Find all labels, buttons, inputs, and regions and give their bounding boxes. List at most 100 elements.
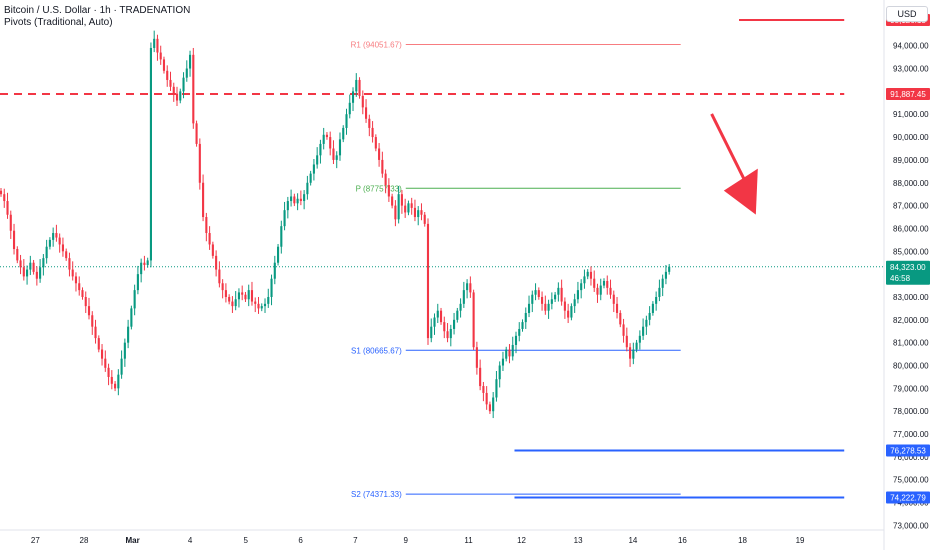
candle-body[interactable]	[567, 310, 570, 318]
candle-body[interactable]	[563, 301, 566, 311]
candle-body[interactable]	[492, 397, 495, 412]
candle-body[interactable]	[179, 91, 182, 101]
candle-body[interactable]	[521, 322, 524, 329]
candle-body[interactable]	[306, 182, 309, 195]
candle-body[interactable]	[554, 294, 557, 300]
candle-body[interactable]	[61, 244, 64, 252]
candle-body[interactable]	[404, 205, 407, 213]
candle-body[interactable]	[114, 383, 117, 389]
indicator-title[interactable]: Pivots (Traditional, Auto)	[4, 17, 113, 28]
candle-body[interactable]	[518, 328, 521, 336]
candle-body[interactable]	[374, 137, 377, 149]
candle-body[interactable]	[446, 331, 449, 339]
candle-body[interactable]	[231, 301, 234, 307]
candle-body[interactable]	[123, 342, 126, 359]
candle-body[interactable]	[136, 274, 139, 291]
candle-body[interactable]	[358, 79, 361, 96]
candle-body[interactable]	[312, 164, 315, 174]
candle-body[interactable]	[638, 335, 641, 343]
candle-body[interactable]	[498, 365, 501, 380]
candle-body[interactable]	[153, 38, 156, 48]
candle-body[interactable]	[615, 303, 619, 313]
candle-body[interactable]	[537, 290, 540, 297]
candle-body[interactable]	[511, 344, 514, 357]
candle-body[interactable]	[221, 283, 224, 291]
candle-body[interactable]	[501, 358, 505, 366]
candle-body[interactable]	[400, 194, 403, 206]
candle-body[interactable]	[642, 326, 645, 336]
candle-body[interactable]	[52, 233, 55, 240]
candle-body[interactable]	[172, 86, 175, 94]
candle-body[interactable]	[417, 210, 420, 218]
candle-body[interactable]	[0, 190, 3, 195]
candle-body[interactable]	[211, 244, 214, 256]
down-arrow-head[interactable]	[723, 168, 758, 215]
candle-body[interactable]	[668, 266, 671, 272]
candle-body[interactable]	[586, 271, 589, 277]
candle-body[interactable]	[338, 139, 342, 156]
candle-body[interactable]	[550, 299, 553, 304]
candle-body[interactable]	[16, 249, 19, 261]
candle-body[interactable]	[202, 182, 205, 218]
candle-body[interactable]	[599, 285, 602, 295]
candle-body[interactable]	[195, 123, 198, 144]
candle-body[interactable]	[81, 290, 84, 297]
candle-body[interactable]	[156, 38, 159, 53]
candle-body[interactable]	[104, 358, 107, 368]
candle-body[interactable]	[97, 338, 100, 350]
candle-body[interactable]	[218, 269, 221, 284]
candle-body[interactable]	[364, 107, 368, 119]
candle-body[interactable]	[322, 134, 325, 144]
candle-body[interactable]	[185, 68, 188, 78]
candle-body[interactable]	[133, 290, 136, 309]
candle-body[interactable]	[254, 301, 257, 304]
candle-body[interactable]	[127, 326, 130, 343]
candle-body[interactable]	[410, 203, 413, 208]
candle-body[interactable]	[149, 47, 152, 261]
candle-body[interactable]	[19, 260, 22, 268]
candle-body[interactable]	[78, 283, 81, 291]
candle-body[interactable]	[48, 239, 51, 247]
candle-body[interactable]	[12, 230, 16, 250]
candle-body[interactable]	[140, 262, 143, 275]
candle-body[interactable]	[433, 317, 436, 327]
candle-body[interactable]	[329, 137, 332, 149]
candle-body[interactable]	[215, 255, 218, 270]
candle-body[interactable]	[270, 278, 273, 297]
candle-body[interactable]	[319, 143, 322, 156]
candle-body[interactable]	[413, 207, 417, 218]
candle-body[interactable]	[74, 276, 78, 284]
candle-body[interactable]	[557, 287, 560, 295]
candle-body[interactable]	[241, 292, 244, 295]
candle-body[interactable]	[658, 287, 661, 297]
candle-body[interactable]	[495, 379, 498, 398]
candle-body[interactable]	[198, 143, 201, 183]
current-price-tag[interactable]	[886, 260, 930, 285]
candle-body[interactable]	[299, 198, 302, 202]
candle-body[interactable]	[453, 319, 456, 329]
candle-body[interactable]	[162, 59, 166, 71]
candle-body[interactable]	[280, 226, 283, 247]
candle-body[interactable]	[475, 347, 478, 368]
candle-body[interactable]	[303, 194, 306, 202]
candle-body[interactable]	[368, 118, 371, 128]
candle-body[interactable]	[84, 296, 87, 307]
candle-body[interactable]	[426, 223, 430, 339]
candle-body[interactable]	[182, 77, 185, 92]
candle-body[interactable]	[583, 276, 586, 284]
candle-body[interactable]	[589, 271, 593, 279]
candle-body[interactable]	[651, 303, 654, 313]
candle-body[interactable]	[260, 306, 263, 309]
candle-body[interactable]	[276, 246, 280, 263]
candle-body[interactable]	[283, 210, 286, 227]
candle-body[interactable]	[188, 54, 192, 69]
candle-body[interactable]	[26, 269, 29, 277]
candle-body[interactable]	[541, 296, 544, 304]
candle-body[interactable]	[130, 308, 133, 327]
candle-body[interactable]	[449, 328, 452, 339]
candle-body[interactable]	[508, 349, 511, 357]
candle-body[interactable]	[169, 79, 172, 87]
candle-body[interactable]	[527, 303, 531, 313]
candle-body[interactable]	[351, 91, 355, 103]
